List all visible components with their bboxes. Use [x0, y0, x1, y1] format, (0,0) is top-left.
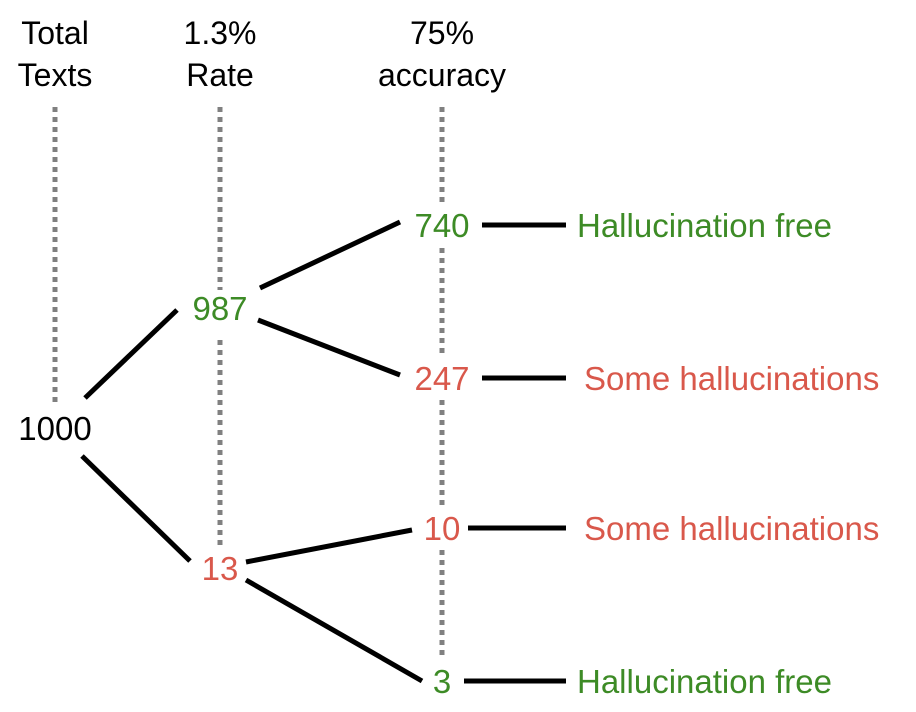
- node-clean-count: 987: [192, 290, 247, 327]
- node-clean-halluc-count: 247: [414, 360, 469, 397]
- header-rate-line2: Rate: [186, 57, 254, 93]
- node-clean-free-count: 740: [414, 207, 469, 244]
- edge-flagged-to-halluc: [245, 527, 413, 565]
- node-root-count: 1000: [18, 410, 91, 447]
- node-flagged-halluc-count: 10: [424, 510, 461, 547]
- header-total-line2: Texts: [18, 57, 93, 93]
- outcome-clean-halluc-label: Some hallucinations: [584, 360, 879, 397]
- edge-clean-to-free: [258, 219, 402, 291]
- outcome-clean-free-label: Hallucination free: [577, 207, 832, 244]
- header-accuracy-line2: accuracy: [378, 57, 506, 93]
- edge-root-to-flagged: [80, 454, 192, 563]
- node-flagged-free-count: 3: [433, 663, 451, 700]
- outcome-flagged-free-label: Hallucination free: [577, 663, 832, 700]
- edge-flagged-to-free: [244, 577, 424, 684]
- edge-clean-to-halluc: [257, 317, 401, 378]
- header-rate-line1: 1.3%: [184, 15, 257, 51]
- node-flagged-count: 13: [202, 550, 239, 587]
- header-accuracy-line1: 75%: [410, 15, 474, 51]
- header-total-line1: Total: [21, 15, 89, 51]
- edge-root-to-clean: [83, 308, 179, 400]
- outcome-flagged-halluc-label: Some hallucinations: [584, 510, 879, 547]
